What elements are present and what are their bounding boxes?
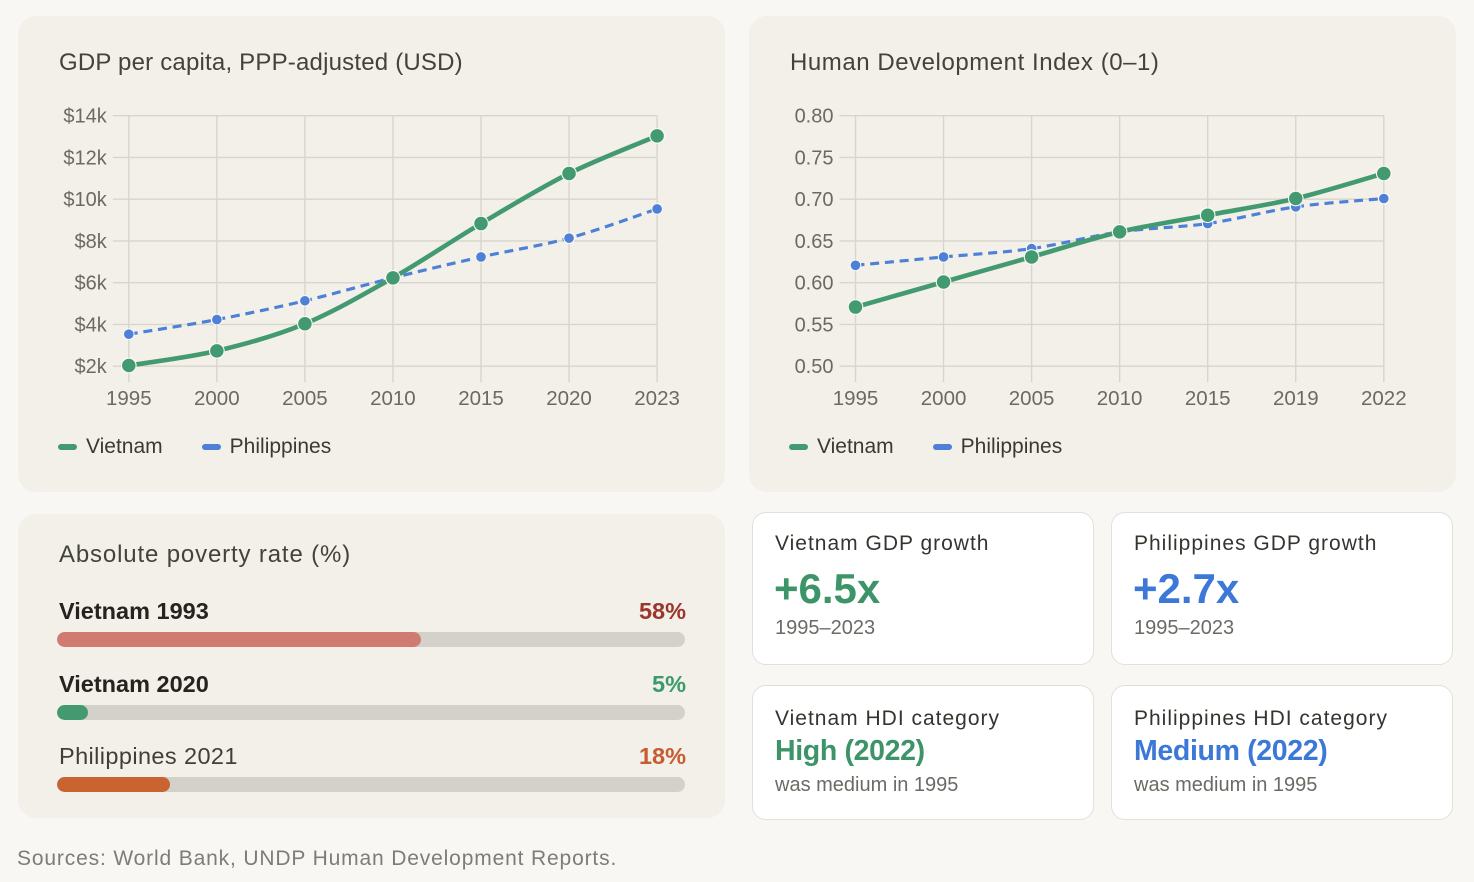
svg-text:2005: 2005 [282,387,328,410]
svg-text:2000: 2000 [194,387,240,410]
svg-text:2023: 2023 [634,387,680,410]
svg-text:0.65: 0.65 [795,231,834,253]
svg-text:0.55: 0.55 [795,314,834,336]
svg-text:2015: 2015 [458,387,504,410]
svg-text:2010: 2010 [1097,387,1143,410]
svg-text:$12k: $12k [63,147,107,169]
svg-text:2005: 2005 [1009,387,1055,410]
svg-text:0.80: 0.80 [795,106,834,128]
svg-text:2019: 2019 [1273,387,1319,410]
svg-text:0.75: 0.75 [795,147,834,169]
svg-text:$6k: $6k [75,273,108,295]
svg-text:$4k: $4k [75,314,108,336]
svg-text:2022: 2022 [1361,387,1407,410]
svg-text:1995: 1995 [833,387,879,410]
svg-text:0.60: 0.60 [795,273,834,295]
svg-text:2020: 2020 [546,387,592,410]
svg-text:2010: 2010 [370,387,416,410]
svg-text:1995: 1995 [106,387,152,410]
svg-text:0.50: 0.50 [795,356,834,378]
svg-text:2015: 2015 [1185,387,1231,410]
svg-text:$10k: $10k [63,189,107,211]
svg-text:$8k: $8k [75,231,108,253]
svg-text:$2k: $2k [75,356,108,378]
svg-text:$14k: $14k [63,106,107,128]
svg-text:0.70: 0.70 [795,189,834,211]
svg-text:2000: 2000 [921,387,967,410]
